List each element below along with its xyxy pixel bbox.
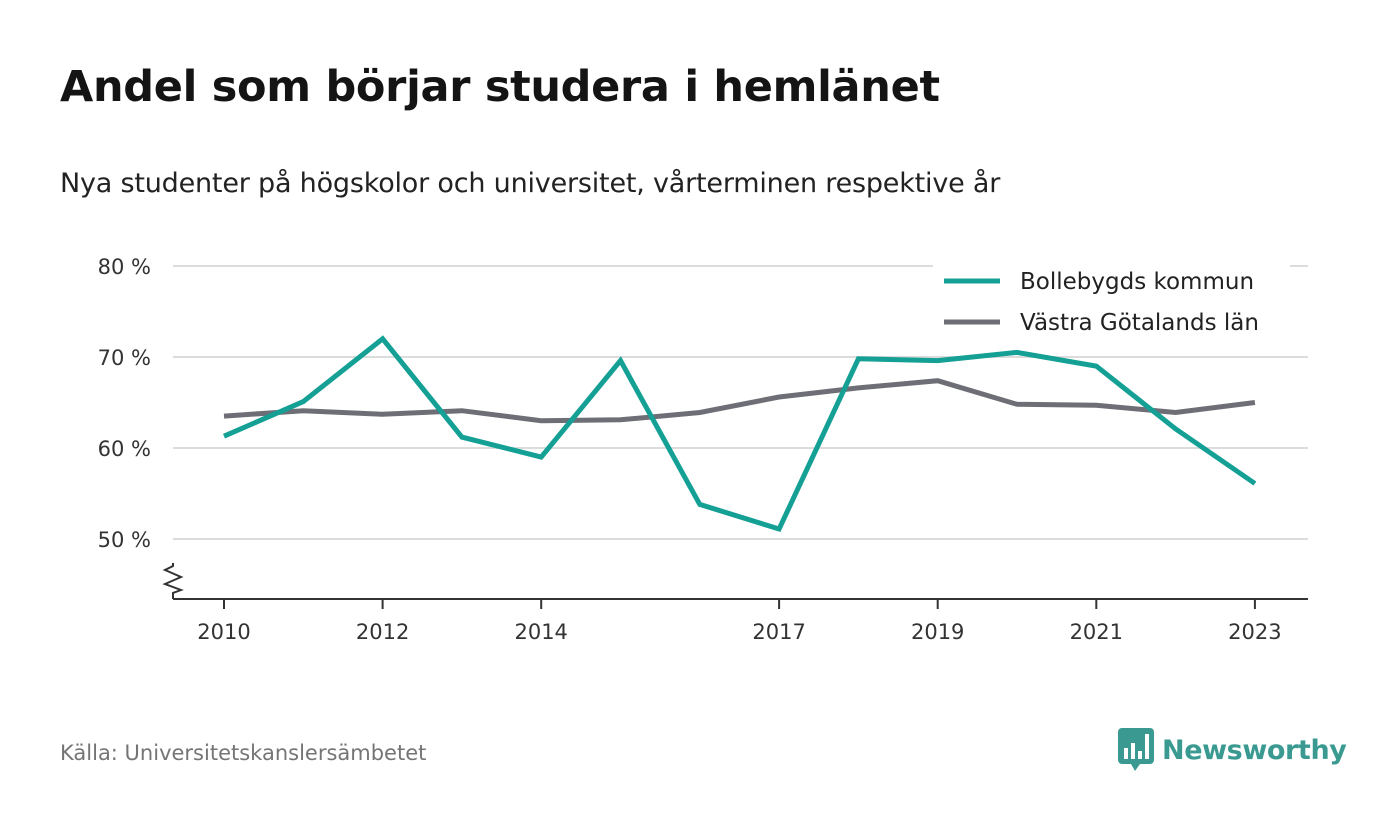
x-tick-label: 2017 [752, 620, 805, 644]
brand-logo: Newsworthy [1118, 728, 1347, 772]
chart-subtitle: Nya studenter på högskolor och universit… [60, 168, 1001, 199]
legend-background [933, 262, 1290, 348]
y-tick-label: 50 % [98, 528, 151, 552]
legend-label: Västra Götalands län [1020, 310, 1259, 336]
series-line-v-stra-g-talands-l-n [223, 378, 1256, 424]
bar-chart-speech-bubble-icon [1118, 728, 1154, 771]
y-axis-break [162, 563, 184, 599]
legend: Bollebygds kommun Västra Götalands län [933, 262, 1290, 348]
series-line-bollebygds-kommun [223, 335, 1257, 533]
x-tick-label: 2012 [356, 620, 409, 644]
y-tick-label: 70 % [98, 346, 151, 370]
y-tick-label: 60 % [98, 437, 151, 461]
x-tick-label: 2010 [197, 620, 250, 644]
legend-label: Bollebygds kommun [1020, 269, 1254, 295]
chart-title: Andel som börjar studera i hemlänet [60, 62, 940, 112]
x-tick-label: 2021 [1070, 620, 1123, 644]
source-note: Källa: Universitetskanslersämbetet [60, 741, 427, 765]
series-lines [223, 335, 1257, 533]
y-tick-label: 80 % [98, 255, 151, 279]
brand-name: Newsworthy [1162, 734, 1347, 766]
axes: 80 % 70 % 60 % 50 % 2010 2012 2014 2017 2019 2021… [98, 255, 1308, 644]
x-tick-label: 2023 [1228, 620, 1281, 644]
x-tick-label: 2014 [514, 620, 567, 644]
x-tick-label: 2019 [911, 620, 964, 644]
